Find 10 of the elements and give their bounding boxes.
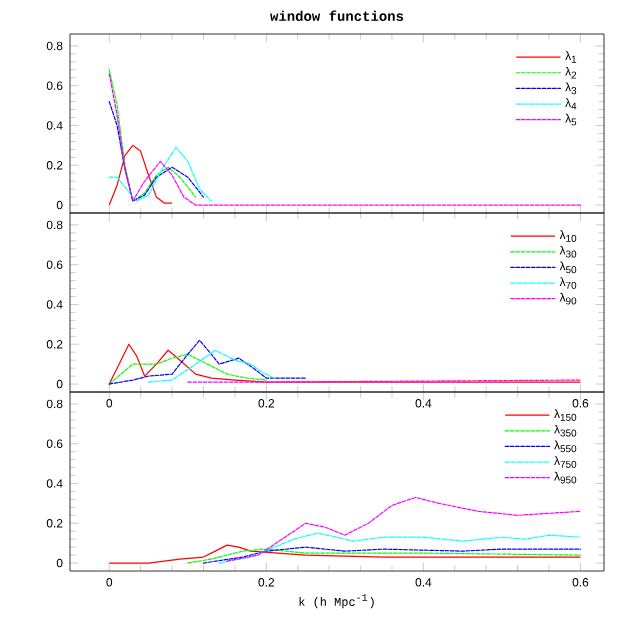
line-series	[108, 144, 173, 206]
line-series	[108, 343, 582, 385]
line-series	[226, 496, 582, 562]
line-series	[218, 532, 582, 564]
line-series	[108, 339, 307, 385]
line-series	[108, 544, 582, 564]
line-series	[108, 69, 197, 202]
line-series	[108, 101, 205, 202]
line-series	[108, 146, 212, 202]
line-series	[147, 349, 275, 383]
